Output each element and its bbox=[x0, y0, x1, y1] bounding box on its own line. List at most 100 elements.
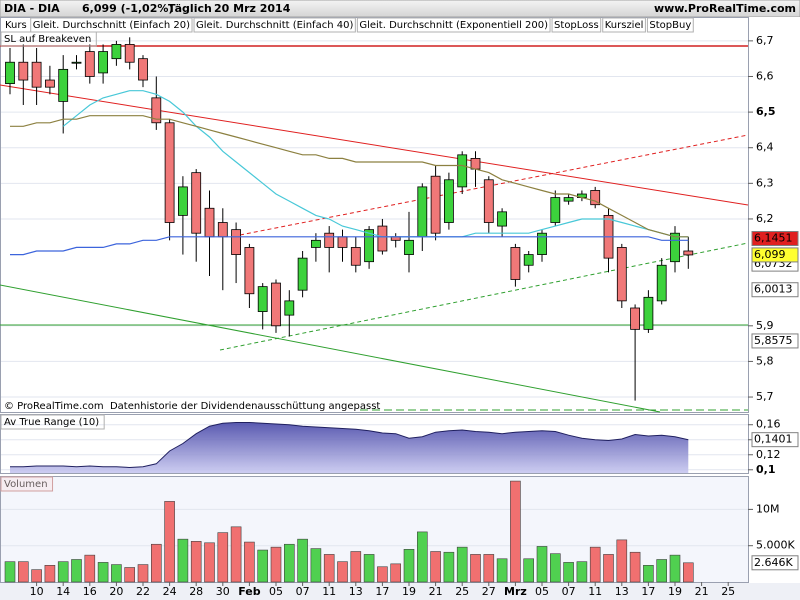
volume-bar bbox=[377, 566, 388, 583]
panel-title-box bbox=[0, 476, 54, 492]
y-tick-label: 6,7 bbox=[756, 34, 774, 47]
x-tick-label: 13 bbox=[349, 585, 363, 598]
candle-body bbox=[497, 211, 508, 227]
price-marker-label: 6,099 bbox=[754, 248, 786, 261]
candle-body bbox=[297, 257, 308, 291]
volume-bar bbox=[496, 558, 508, 583]
candle-body bbox=[350, 247, 361, 266]
volume-bar bbox=[31, 569, 42, 583]
candle-body bbox=[271, 282, 281, 327]
y-tick-label: 6,3 bbox=[756, 176, 774, 189]
candle-body bbox=[656, 264, 667, 302]
y-tick-label: 0,16 bbox=[756, 418, 781, 431]
volume-bar bbox=[403, 549, 415, 583]
candle-body bbox=[443, 179, 454, 223]
price-marker bbox=[751, 333, 799, 349]
candle-body bbox=[537, 232, 547, 255]
y-tick-label: 5,9 bbox=[756, 319, 774, 332]
candle-body bbox=[630, 307, 640, 330]
volume-bar bbox=[190, 541, 202, 583]
candle-body bbox=[324, 232, 335, 248]
period: Täglich bbox=[168, 2, 212, 15]
volume-bar bbox=[470, 554, 481, 583]
trendline bbox=[219, 242, 749, 351]
x-tick-label: Mrz bbox=[504, 585, 527, 598]
x-tick-label: 25 bbox=[455, 585, 469, 598]
price-marker-label: 6,0013 bbox=[754, 283, 793, 296]
volume-bar bbox=[656, 559, 668, 583]
candle-body bbox=[231, 229, 242, 255]
panel-title-box bbox=[0, 414, 105, 430]
volume-bar bbox=[390, 563, 402, 583]
volume-bar bbox=[270, 546, 282, 583]
volume-bar bbox=[44, 565, 56, 583]
y-tick-label: 5.000K bbox=[756, 539, 795, 552]
volume-bar bbox=[71, 559, 82, 583]
candle-body bbox=[310, 239, 321, 248]
x-tick-label: 16 bbox=[83, 585, 97, 598]
candle-body bbox=[191, 172, 202, 234]
volume-bar bbox=[483, 554, 495, 583]
footnote: © ProRealTime.com Datenhistorie der Divi… bbox=[4, 401, 380, 412]
candle-body bbox=[643, 296, 654, 330]
candle-body bbox=[18, 61, 29, 81]
volume-bar bbox=[217, 532, 229, 583]
volume-bar bbox=[164, 501, 175, 583]
volume-bar bbox=[84, 554, 96, 583]
candle-body bbox=[244, 247, 255, 295]
volume-bar bbox=[17, 561, 29, 583]
candle-body bbox=[151, 97, 162, 124]
x-tick-label: 21 bbox=[429, 585, 443, 598]
right-axis-area bbox=[749, 17, 800, 583]
x-tick-label: 05 bbox=[269, 585, 283, 598]
candle-body bbox=[111, 44, 122, 60]
volume-bar bbox=[523, 558, 535, 583]
x-tick-label: 27 bbox=[482, 585, 496, 598]
volume-bar bbox=[97, 562, 109, 583]
candle-body bbox=[58, 68, 69, 102]
price-marker bbox=[751, 247, 799, 263]
x-tick-label: 07 bbox=[562, 585, 576, 598]
annotation-box bbox=[0, 31, 97, 47]
x-tick-label: 14 bbox=[56, 585, 70, 598]
y-tick-label: 6,2 bbox=[756, 212, 774, 225]
x-tick-label: 17 bbox=[375, 585, 389, 598]
volume-bar bbox=[124, 567, 135, 583]
x-tick-label: 11 bbox=[588, 585, 602, 598]
legend-box bbox=[602, 17, 646, 33]
x-tick-label: Feb bbox=[238, 585, 261, 598]
legend-entry: StopBuy bbox=[649, 20, 691, 31]
price-marker-label: 2.646K bbox=[754, 556, 793, 569]
volume-bar bbox=[510, 480, 521, 583]
volume-bar bbox=[57, 561, 69, 583]
candle-body bbox=[45, 79, 55, 88]
candle-body bbox=[31, 61, 42, 88]
x-tick-label: 19 bbox=[668, 585, 682, 598]
candle-body bbox=[84, 51, 95, 77]
candle-body bbox=[5, 61, 15, 85]
volume-bar bbox=[430, 551, 441, 583]
price-marker bbox=[751, 555, 799, 571]
moving-average bbox=[10, 236, 689, 256]
candle-body bbox=[204, 207, 215, 238]
candle-body bbox=[550, 197, 561, 223]
candle-body bbox=[616, 247, 627, 302]
volume-bar bbox=[629, 551, 641, 583]
trendline bbox=[0, 284, 661, 413]
volume-bar bbox=[137, 564, 149, 583]
candle-body bbox=[164, 122, 175, 223]
volume-bar bbox=[151, 543, 162, 583]
atr-line bbox=[10, 422, 689, 469]
panel-title: Av True Range (10) bbox=[4, 417, 99, 428]
price-marker bbox=[751, 231, 799, 247]
legend-entry: Gleit. Durchschnitt (Einfach 20) bbox=[33, 20, 190, 31]
volume-bar bbox=[230, 526, 242, 583]
candle-body bbox=[590, 190, 601, 206]
volume-bar bbox=[682, 562, 694, 583]
x-tick-label: 28 bbox=[189, 585, 203, 598]
candle-body bbox=[457, 154, 468, 188]
volume-bar bbox=[350, 551, 362, 583]
volume-bar bbox=[363, 554, 375, 583]
candle-body bbox=[670, 232, 680, 263]
price-marker-label: 0,1401 bbox=[754, 433, 793, 446]
